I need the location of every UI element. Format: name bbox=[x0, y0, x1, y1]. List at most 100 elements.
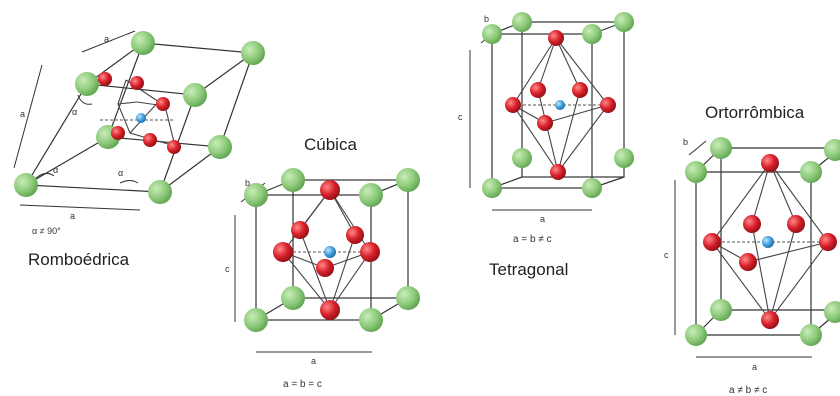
orthorhombic-cell: Ortorrômbica b c a a ≠ b ≠ c bbox=[664, 103, 840, 396]
corner-atom bbox=[244, 183, 268, 207]
tetragonal-title: Tetragonal bbox=[489, 260, 568, 279]
corner-atom bbox=[241, 41, 265, 65]
corner-atom bbox=[14, 173, 38, 197]
rhombohedral-label-a-top: a bbox=[104, 34, 109, 44]
face-atom bbox=[600, 97, 616, 113]
corner-atom bbox=[710, 299, 732, 321]
corner-atom bbox=[582, 24, 602, 44]
face-atom bbox=[320, 300, 340, 320]
face-atom bbox=[761, 154, 779, 172]
face-atom bbox=[273, 242, 293, 262]
face-atom bbox=[739, 253, 757, 271]
orthorhombic-label-b: b bbox=[683, 137, 688, 147]
corner-atom bbox=[208, 135, 232, 159]
rhombohedral-dimension-a-top bbox=[81, 30, 136, 53]
angle-arc bbox=[35, 172, 55, 179]
corner-atom bbox=[244, 308, 268, 332]
rhombohedral-condition: α ≠ 90° bbox=[32, 226, 61, 236]
cubic-cell: Cúbica b c a a = b = c bbox=[225, 135, 420, 390]
orthorhombic-relation: a ≠ b ≠ c bbox=[729, 385, 767, 396]
center-atom bbox=[762, 236, 774, 248]
corner-atom bbox=[131, 31, 155, 55]
corner-atom bbox=[281, 168, 305, 192]
corner-atom bbox=[482, 24, 502, 44]
corner-atom bbox=[614, 148, 634, 168]
corner-atom bbox=[614, 12, 634, 32]
rhombohedral-cell: a a a α α α α ≠ 90° Romboédrica bbox=[13, 30, 265, 269]
center-atom bbox=[555, 100, 565, 110]
corner-atom bbox=[183, 83, 207, 107]
orthorhombic-atoms bbox=[685, 137, 840, 346]
orthorhombic-label-c: c bbox=[664, 250, 669, 260]
face-atom bbox=[143, 133, 157, 147]
angle-arc bbox=[119, 180, 139, 184]
face-atom bbox=[360, 242, 380, 262]
rhombohedral-dimension-a-left bbox=[13, 64, 43, 169]
face-atom bbox=[537, 115, 553, 131]
face-atom bbox=[130, 76, 144, 90]
rhombohedral-atoms bbox=[14, 31, 265, 204]
corner-atom bbox=[824, 139, 840, 161]
corner-atom bbox=[800, 324, 822, 346]
cubic-label-b: b bbox=[245, 178, 250, 188]
orthorhombic-dimension-b bbox=[688, 140, 707, 156]
face-atom bbox=[316, 259, 334, 277]
corner-atom bbox=[824, 301, 840, 323]
corner-atom bbox=[396, 286, 420, 310]
corner-atom bbox=[512, 12, 532, 32]
rhombohedral-label-a-left: a bbox=[20, 109, 25, 119]
tetragonal-cell: b c a a = b ≠ c Tetragonal bbox=[458, 12, 634, 279]
cubic-label-c: c bbox=[225, 264, 230, 274]
corner-atom bbox=[396, 168, 420, 192]
face-atom bbox=[572, 82, 588, 98]
corner-atom bbox=[281, 286, 305, 310]
face-atom bbox=[550, 164, 566, 180]
cubic-title: Cúbica bbox=[304, 135, 357, 154]
face-atom bbox=[548, 30, 564, 46]
cubic-label-a: a bbox=[311, 356, 316, 366]
face-atom bbox=[98, 72, 112, 86]
cubic-relation: a = b = c bbox=[283, 379, 322, 390]
tetragonal-atoms bbox=[482, 12, 634, 198]
face-atom bbox=[291, 221, 309, 239]
corner-atom bbox=[359, 308, 383, 332]
face-atom bbox=[787, 215, 805, 233]
rhombohedral-angle-label: α bbox=[72, 107, 77, 117]
face-atom bbox=[743, 215, 761, 233]
center-atom bbox=[136, 113, 146, 123]
face-atom bbox=[761, 311, 779, 329]
face-atom bbox=[530, 82, 546, 98]
rhombohedral-dimension-a-bottom bbox=[19, 204, 141, 211]
corner-atom bbox=[482, 178, 502, 198]
face-atom bbox=[505, 97, 521, 113]
tetragonal-label-c: c bbox=[458, 112, 463, 122]
corner-atom bbox=[800, 161, 822, 183]
tetragonal-relation: a = b ≠ c bbox=[513, 234, 552, 245]
corner-atom bbox=[148, 180, 172, 204]
face-atom bbox=[111, 126, 125, 140]
cubic-atoms bbox=[244, 168, 420, 332]
rhombohedral-angle-label: α bbox=[118, 168, 123, 178]
corner-atom bbox=[685, 161, 707, 183]
corner-atom bbox=[75, 72, 99, 96]
face-atom bbox=[320, 180, 340, 200]
rhombohedral-angle-label: α bbox=[53, 165, 58, 175]
face-atom bbox=[346, 226, 364, 244]
tetragonal-label-b: b bbox=[484, 14, 489, 24]
orthorhombic-title: Ortorrômbica bbox=[705, 103, 805, 122]
rhombohedral-title: Romboédrica bbox=[28, 250, 130, 269]
face-atom bbox=[819, 233, 837, 251]
corner-atom bbox=[685, 324, 707, 346]
face-atom bbox=[703, 233, 721, 251]
rhombohedral-label-a-bottom: a bbox=[70, 211, 75, 221]
tetragonal-label-a: a bbox=[540, 214, 545, 224]
corner-atom bbox=[710, 137, 732, 159]
corner-atom bbox=[512, 148, 532, 168]
corner-atom bbox=[359, 183, 383, 207]
center-atom bbox=[324, 246, 336, 258]
orthorhombic-label-a: a bbox=[752, 362, 757, 372]
corner-atom bbox=[582, 178, 602, 198]
angle-arc bbox=[77, 94, 93, 105]
face-atom bbox=[156, 97, 170, 111]
